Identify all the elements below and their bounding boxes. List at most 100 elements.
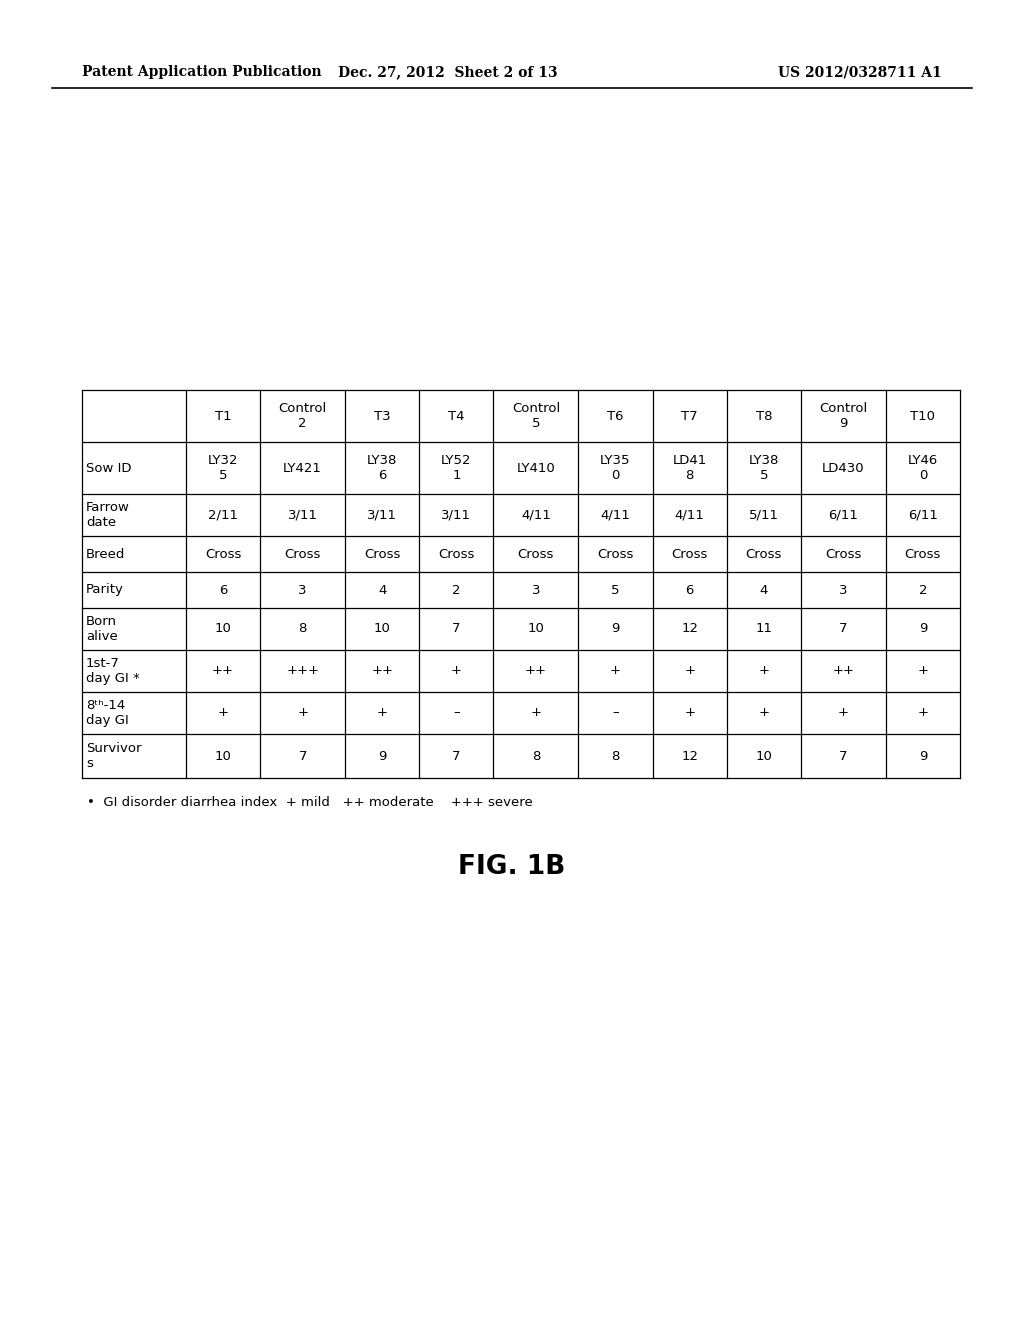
Text: ++: ++ (372, 664, 393, 677)
Text: T6: T6 (607, 409, 624, 422)
Text: –: – (612, 706, 618, 719)
Text: –: – (453, 706, 460, 719)
Text: Cross: Cross (518, 548, 554, 561)
Text: •  GI disorder diarrhea index  + mild   ++ moderate    +++ severe: • GI disorder diarrhea index + mild ++ m… (87, 796, 532, 809)
Text: ++: ++ (212, 664, 234, 677)
Text: 8ᵗʰ-14
day GI: 8ᵗʰ-14 day GI (86, 700, 129, 727)
Text: +: + (918, 706, 929, 719)
Text: 3: 3 (298, 583, 307, 597)
Text: +++: +++ (286, 664, 319, 677)
Text: T3: T3 (374, 409, 390, 422)
Text: 3/11: 3/11 (441, 508, 471, 521)
Text: Farrow
date: Farrow date (86, 502, 130, 529)
Text: 7: 7 (453, 623, 461, 635)
Text: 7: 7 (453, 750, 461, 763)
Text: 7: 7 (839, 623, 848, 635)
Text: LY38
6: LY38 6 (367, 454, 397, 482)
Text: 5/11: 5/11 (749, 508, 779, 521)
Text: 10: 10 (215, 623, 231, 635)
Text: 2: 2 (453, 583, 461, 597)
Text: 6/11: 6/11 (828, 508, 858, 521)
Text: 9: 9 (611, 623, 620, 635)
Text: FIG. 1B: FIG. 1B (459, 854, 565, 880)
Text: 7: 7 (839, 750, 848, 763)
Text: ++: ++ (525, 664, 547, 677)
Text: 12: 12 (681, 750, 698, 763)
Text: Cross: Cross (364, 548, 400, 561)
Text: LY38
5: LY38 5 (749, 454, 779, 482)
Text: LY52
1: LY52 1 (441, 454, 472, 482)
Text: Sow ID: Sow ID (86, 462, 131, 474)
Text: LD430: LD430 (822, 462, 864, 474)
Text: Cross: Cross (597, 548, 634, 561)
Text: 4/11: 4/11 (521, 508, 551, 521)
Text: +: + (377, 706, 388, 719)
Text: +: + (759, 664, 769, 677)
Text: LD41
8: LD41 8 (673, 454, 707, 482)
Text: Cross: Cross (905, 548, 941, 561)
Text: 6: 6 (219, 583, 227, 597)
Text: +: + (451, 664, 462, 677)
Text: 9: 9 (919, 623, 927, 635)
Text: +: + (684, 706, 695, 719)
Text: 9: 9 (919, 750, 927, 763)
Text: 10: 10 (527, 623, 545, 635)
Text: T10: T10 (910, 409, 936, 422)
Text: 4/11: 4/11 (675, 508, 705, 521)
Text: +: + (684, 664, 695, 677)
Text: 4: 4 (378, 583, 386, 597)
Text: T8: T8 (756, 409, 772, 422)
Text: 3/11: 3/11 (288, 508, 317, 521)
Text: 10: 10 (215, 750, 231, 763)
Text: 4/11: 4/11 (600, 508, 631, 521)
Text: 2/11: 2/11 (208, 508, 238, 521)
Text: Patent Application Publication: Patent Application Publication (82, 65, 322, 79)
Text: +: + (918, 664, 929, 677)
Text: 8: 8 (611, 750, 620, 763)
Text: T1: T1 (215, 409, 231, 422)
Text: US 2012/0328711 A1: US 2012/0328711 A1 (778, 65, 942, 79)
Text: 10: 10 (374, 623, 390, 635)
Text: 3: 3 (839, 583, 848, 597)
Text: 2: 2 (919, 583, 927, 597)
Text: LY46
0: LY46 0 (908, 454, 938, 482)
Text: 6/11: 6/11 (908, 508, 938, 521)
Text: LY32
5: LY32 5 (208, 454, 239, 482)
Text: LY421: LY421 (284, 462, 323, 474)
Text: 1st-7
day GI *: 1st-7 day GI * (86, 657, 139, 685)
Text: Born
alive: Born alive (86, 615, 118, 643)
Text: 12: 12 (681, 623, 698, 635)
Text: LY410: LY410 (516, 462, 555, 474)
Text: 3/11: 3/11 (368, 508, 397, 521)
Text: 8: 8 (298, 623, 307, 635)
Text: +: + (217, 706, 228, 719)
Text: Cross: Cross (672, 548, 708, 561)
Text: 9: 9 (378, 750, 386, 763)
Text: +: + (610, 664, 621, 677)
Text: Control
9: Control 9 (819, 403, 867, 430)
Text: LY35
0: LY35 0 (600, 454, 631, 482)
Text: +: + (297, 706, 308, 719)
Text: Cross: Cross (745, 548, 782, 561)
Text: Control
2: Control 2 (279, 403, 327, 430)
Text: +: + (838, 706, 849, 719)
Text: 10: 10 (756, 750, 772, 763)
Text: Dec. 27, 2012  Sheet 2 of 13: Dec. 27, 2012 Sheet 2 of 13 (338, 65, 558, 79)
Text: +: + (759, 706, 769, 719)
Text: Cross: Cross (205, 548, 242, 561)
Text: T7: T7 (681, 409, 698, 422)
Text: Cross: Cross (285, 548, 321, 561)
Text: +: + (530, 706, 542, 719)
Text: Breed: Breed (86, 548, 125, 561)
Text: 3: 3 (531, 583, 541, 597)
Text: Cross: Cross (438, 548, 474, 561)
Text: 11: 11 (756, 623, 772, 635)
Text: Control
5: Control 5 (512, 403, 560, 430)
Text: 8: 8 (531, 750, 540, 763)
Text: 7: 7 (298, 750, 307, 763)
Text: 5: 5 (611, 583, 620, 597)
Text: ++: ++ (833, 664, 854, 677)
Text: 6: 6 (685, 583, 694, 597)
Text: T4: T4 (449, 409, 465, 422)
Text: Cross: Cross (825, 548, 861, 561)
